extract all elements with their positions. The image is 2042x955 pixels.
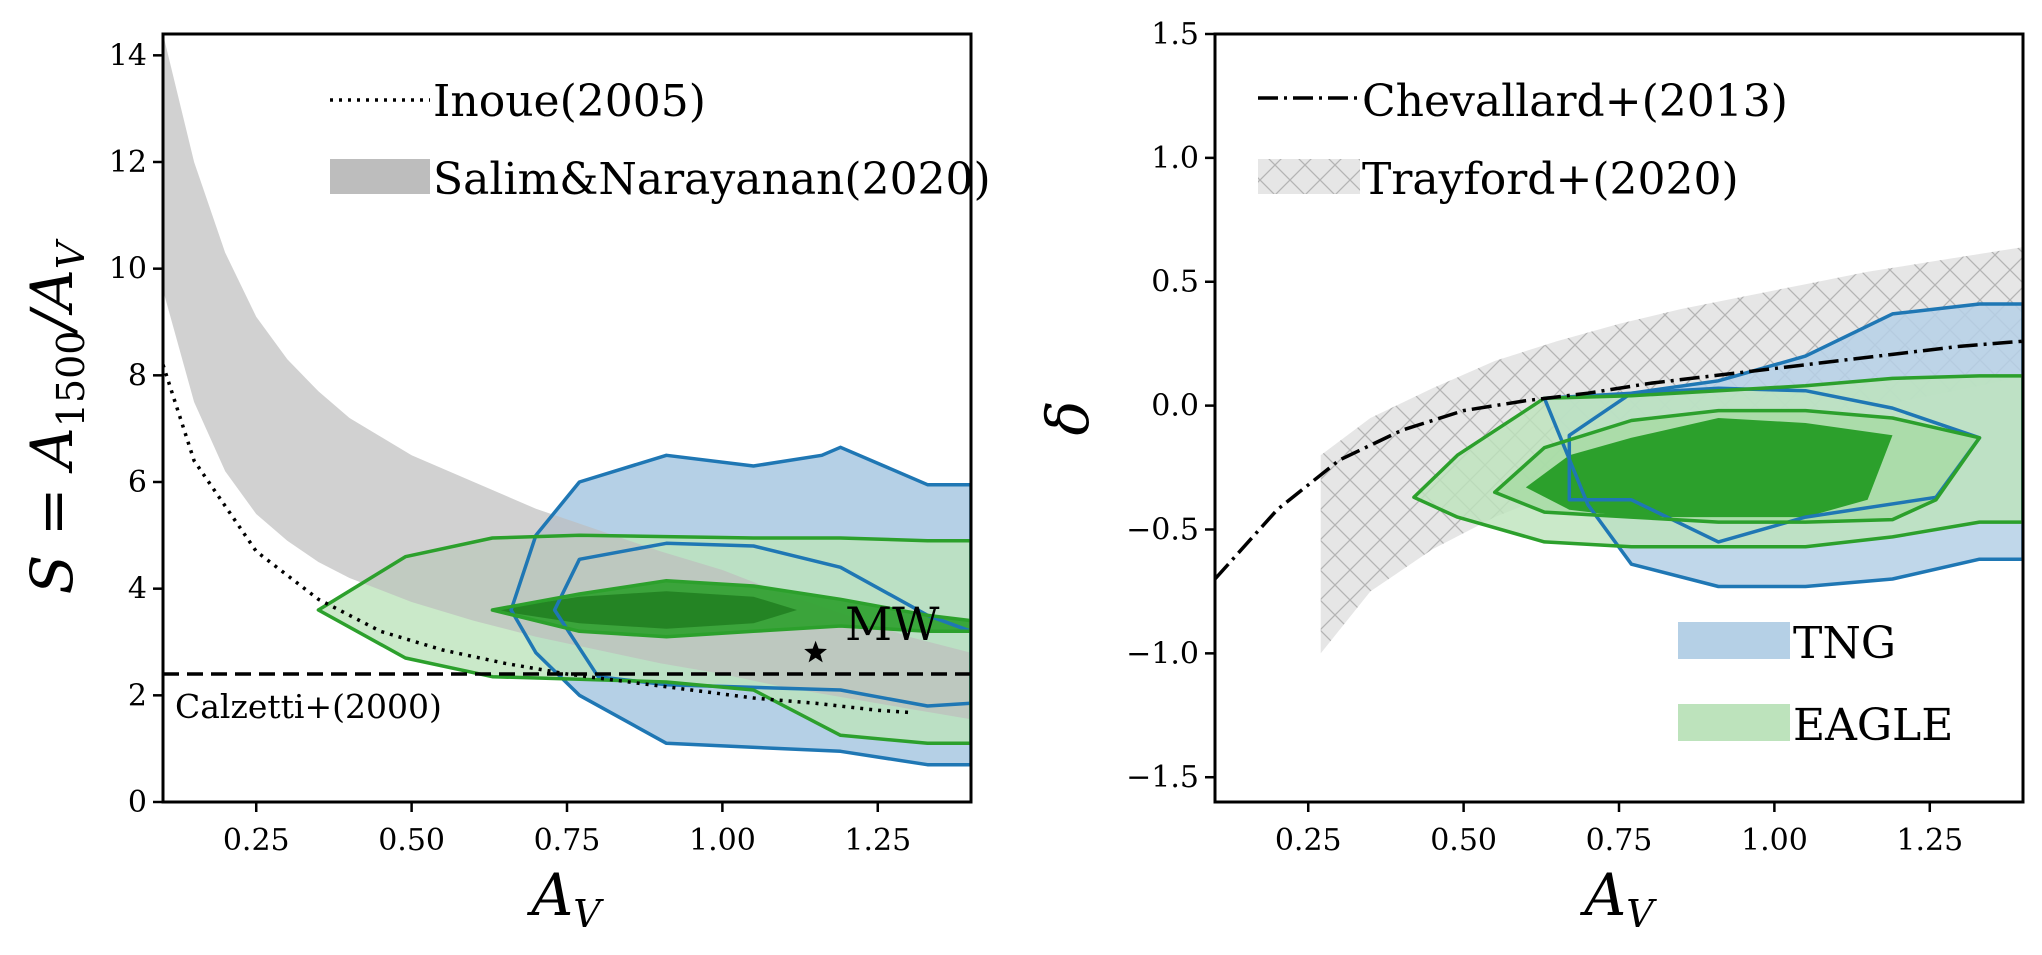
eagle-core-fill xyxy=(492,591,797,629)
right-y-tick-label: 1.0 xyxy=(1151,141,1199,176)
legend-tng-swatch xyxy=(1678,622,1790,659)
legend-trayford-label: Trayford+(2020) xyxy=(1362,154,1739,205)
legend-inoue-label: Inoue(2005) xyxy=(433,76,706,127)
legend-salim-label: Salim&Narayanan(2020) xyxy=(433,154,991,205)
left-legend: Inoue(2005) Salim&Narayanan(2020) xyxy=(330,76,991,205)
right-x-tick-label: 0.25 xyxy=(1275,823,1342,858)
mw-annotation: MW xyxy=(845,597,940,651)
left-y-axis-label: S = A1500/AV xyxy=(18,238,93,594)
left-y-tick-label: 4 xyxy=(128,572,147,607)
eagle-mid-contour xyxy=(490,578,971,639)
legend-salim-swatch xyxy=(330,159,430,194)
right-y-tick-label: 1.5 xyxy=(1151,17,1199,52)
left-x-tick-label: 1.00 xyxy=(689,823,756,858)
eagle-mid-contour xyxy=(1492,408,1982,524)
left-x-axis-label: AV xyxy=(526,861,604,936)
right-y-tick-label: 0.5 xyxy=(1151,265,1199,300)
right-ticks: 0.25 0.50 0.75 1.00 1.25 −1.5 −1.0 −0.5 0.0 0.5 1.… xyxy=(1126,17,1963,858)
left-y-tick-label: 8 xyxy=(128,358,147,393)
left-y-tick-label: 12 xyxy=(109,145,147,180)
calzetti-annotation: Calzetti+(2000) xyxy=(175,687,442,726)
right-y-tick-label: −1.5 xyxy=(1126,760,1199,795)
chevallard-line xyxy=(1215,339,2023,581)
right-y-axis-label: δ xyxy=(1034,401,1102,436)
left-y-tick-label: 14 xyxy=(109,38,147,73)
salim-narayanan-band xyxy=(163,34,971,720)
legend-eagle-label: EAGLE xyxy=(1793,700,1953,751)
left-y-tick-label: 2 xyxy=(128,678,147,713)
right-y-tick-label: −0.5 xyxy=(1126,512,1199,547)
right-x-tick-label: 1.25 xyxy=(1896,823,1963,858)
right-x-tick-label: 0.75 xyxy=(1586,823,1653,858)
tng-inner-contour xyxy=(552,541,971,708)
eagle-outer-contour xyxy=(1412,374,2023,549)
left-panel: 0.25 0.50 0.75 1.00 1.25 0 2 4 6 8 10 12 14 AV S = A… xyxy=(18,32,991,936)
legend-chevallard-label: Chevallard+(2013) xyxy=(1362,76,1788,127)
legend-eagle-swatch xyxy=(1678,704,1790,741)
left-y-tick-label: 6 xyxy=(128,465,147,500)
left-x-tick-label: 0.75 xyxy=(534,823,601,858)
left-y-tick-label: 0 xyxy=(128,785,147,820)
legend-trayford-swatch xyxy=(1258,159,1360,194)
right-y-tick-label: −1.0 xyxy=(1126,636,1199,671)
left-x-tick-label: 1.25 xyxy=(844,823,911,858)
right-x-axis-label: AV xyxy=(1579,861,1657,936)
right-x-tick-label: 0.50 xyxy=(1430,823,1497,858)
right-x-tick-label: 1.00 xyxy=(1741,823,1808,858)
left-y-tick-label: 10 xyxy=(109,252,147,287)
left-ticks: 0.25 0.50 0.75 1.00 1.25 0 2 4 6 8 10 12 14 xyxy=(109,38,911,858)
right-panel: 0.25 0.50 0.75 1.00 1.25 −1.5 −1.0 −0.5 0.0 0.5 1.… xyxy=(1034,17,2025,936)
left-plot-area xyxy=(163,34,971,767)
right-plot-area xyxy=(1215,247,2023,654)
eagle-core-fill xyxy=(1525,418,1893,518)
left-x-tick-label: 0.50 xyxy=(378,823,445,858)
mw-star-marker xyxy=(804,640,827,663)
right-legend: Chevallard+(2013) Trayford+(2020) TNG EA… xyxy=(1258,76,1953,751)
legend-tng-label: TNG xyxy=(1793,618,1896,669)
left-x-tick-label: 0.25 xyxy=(223,823,290,858)
right-y-tick-label: 0.0 xyxy=(1151,389,1199,424)
eagle-outer-contour xyxy=(316,533,971,746)
tng-outer-contour xyxy=(1542,302,2023,589)
